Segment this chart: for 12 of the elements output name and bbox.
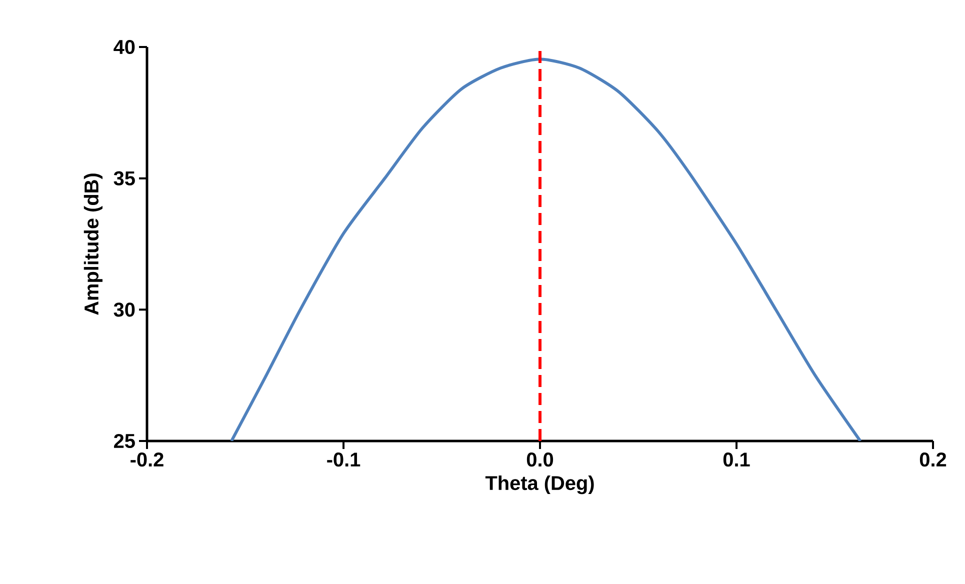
x-axis-title: Theta (Deg) <box>485 475 594 494</box>
y-tick-label: 35 <box>114 171 135 186</box>
y-tick-label: 25 <box>114 434 135 448</box>
x-tick-label: -0.1 <box>327 452 360 467</box>
x-tick-label: 0.1 <box>723 452 750 467</box>
y-tick-label: 40 <box>114 40 135 54</box>
line-series <box>230 58 862 441</box>
x-tick-label: 0.0 <box>526 452 554 467</box>
y-axis-title: Amplitude (dB) <box>84 174 102 315</box>
x-tick-label: 0.2 <box>920 452 946 467</box>
y-tick-label: 30 <box>114 302 135 317</box>
x-tick-label: -0.2 <box>130 452 164 467</box>
